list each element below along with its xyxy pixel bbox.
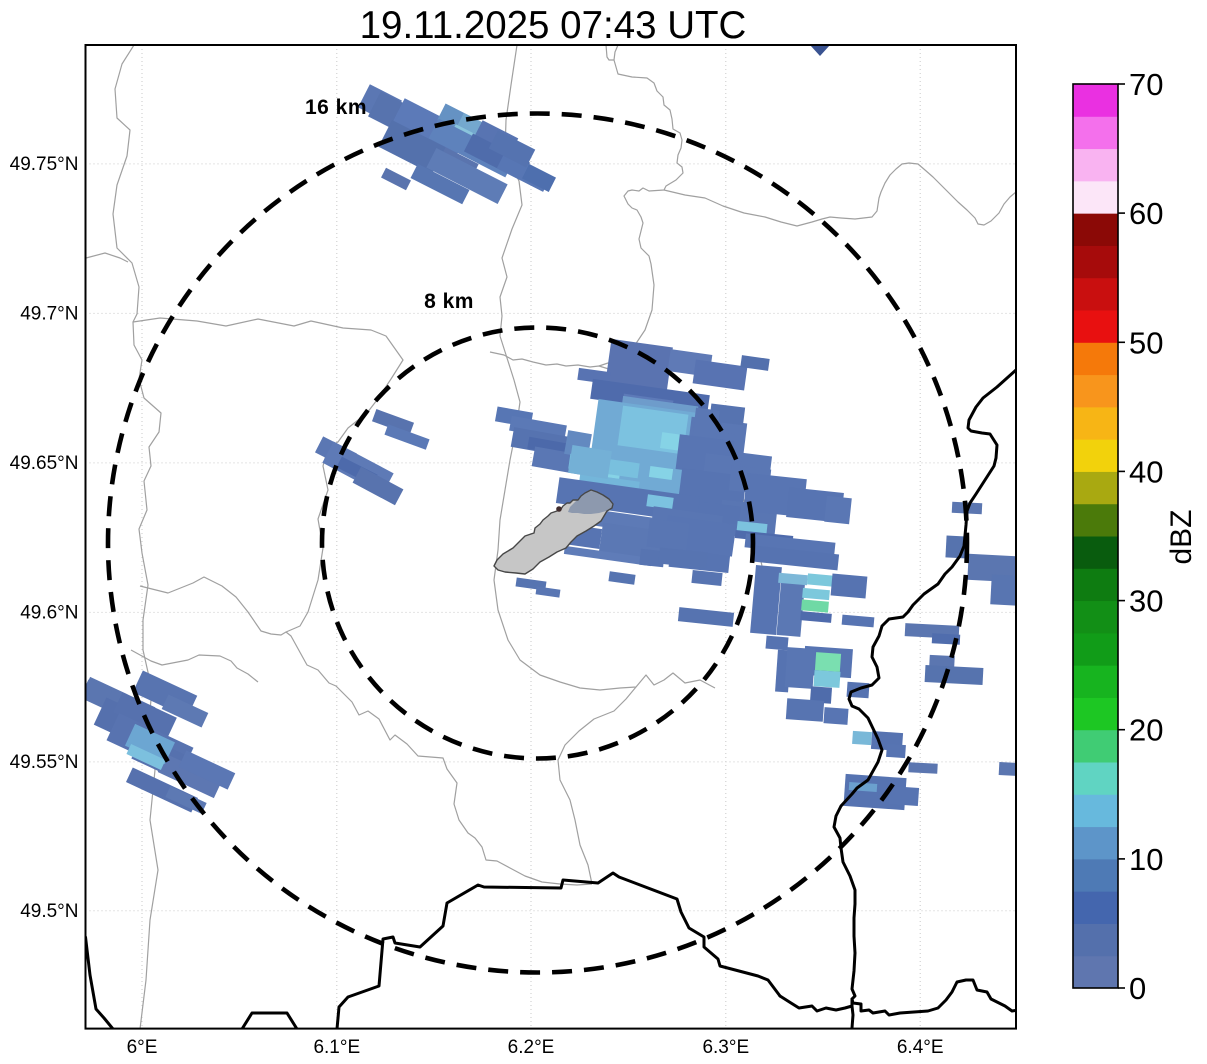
svg-text:8 km: 8 km bbox=[424, 290, 474, 313]
svg-text:49.5°N: 49.5°N bbox=[20, 901, 78, 922]
svg-text:6.2°E: 6.2°E bbox=[508, 1037, 555, 1058]
svg-text:50: 50 bbox=[1129, 325, 1163, 360]
svg-text:60: 60 bbox=[1129, 196, 1163, 231]
svg-text:70: 70 bbox=[1129, 67, 1163, 102]
svg-text:6.4°E: 6.4°E bbox=[897, 1037, 944, 1058]
svg-text:16 km: 16 km bbox=[305, 96, 367, 119]
svg-text:49.55°N: 49.55°N bbox=[10, 752, 79, 773]
svg-text:10: 10 bbox=[1129, 842, 1163, 877]
svg-text:6.3°E: 6.3°E bbox=[702, 1037, 749, 1058]
svg-text:0: 0 bbox=[1129, 971, 1146, 1006]
svg-text:6°E: 6°E bbox=[127, 1037, 158, 1058]
svg-text:19.11.2025 07:43 UTC: 19.11.2025 07:43 UTC bbox=[360, 4, 747, 47]
svg-text:30: 30 bbox=[1129, 584, 1163, 619]
svg-text:20: 20 bbox=[1129, 713, 1163, 748]
svg-text:dBZ: dBZ bbox=[1165, 509, 1198, 564]
svg-text:40: 40 bbox=[1129, 454, 1163, 489]
svg-text:49.6°N: 49.6°N bbox=[20, 603, 78, 624]
svg-text:6.1°E: 6.1°E bbox=[313, 1037, 360, 1058]
svg-text:49.75°N: 49.75°N bbox=[10, 154, 79, 175]
svg-text:49.7°N: 49.7°N bbox=[20, 304, 78, 325]
svg-text:49.65°N: 49.65°N bbox=[10, 453, 79, 474]
